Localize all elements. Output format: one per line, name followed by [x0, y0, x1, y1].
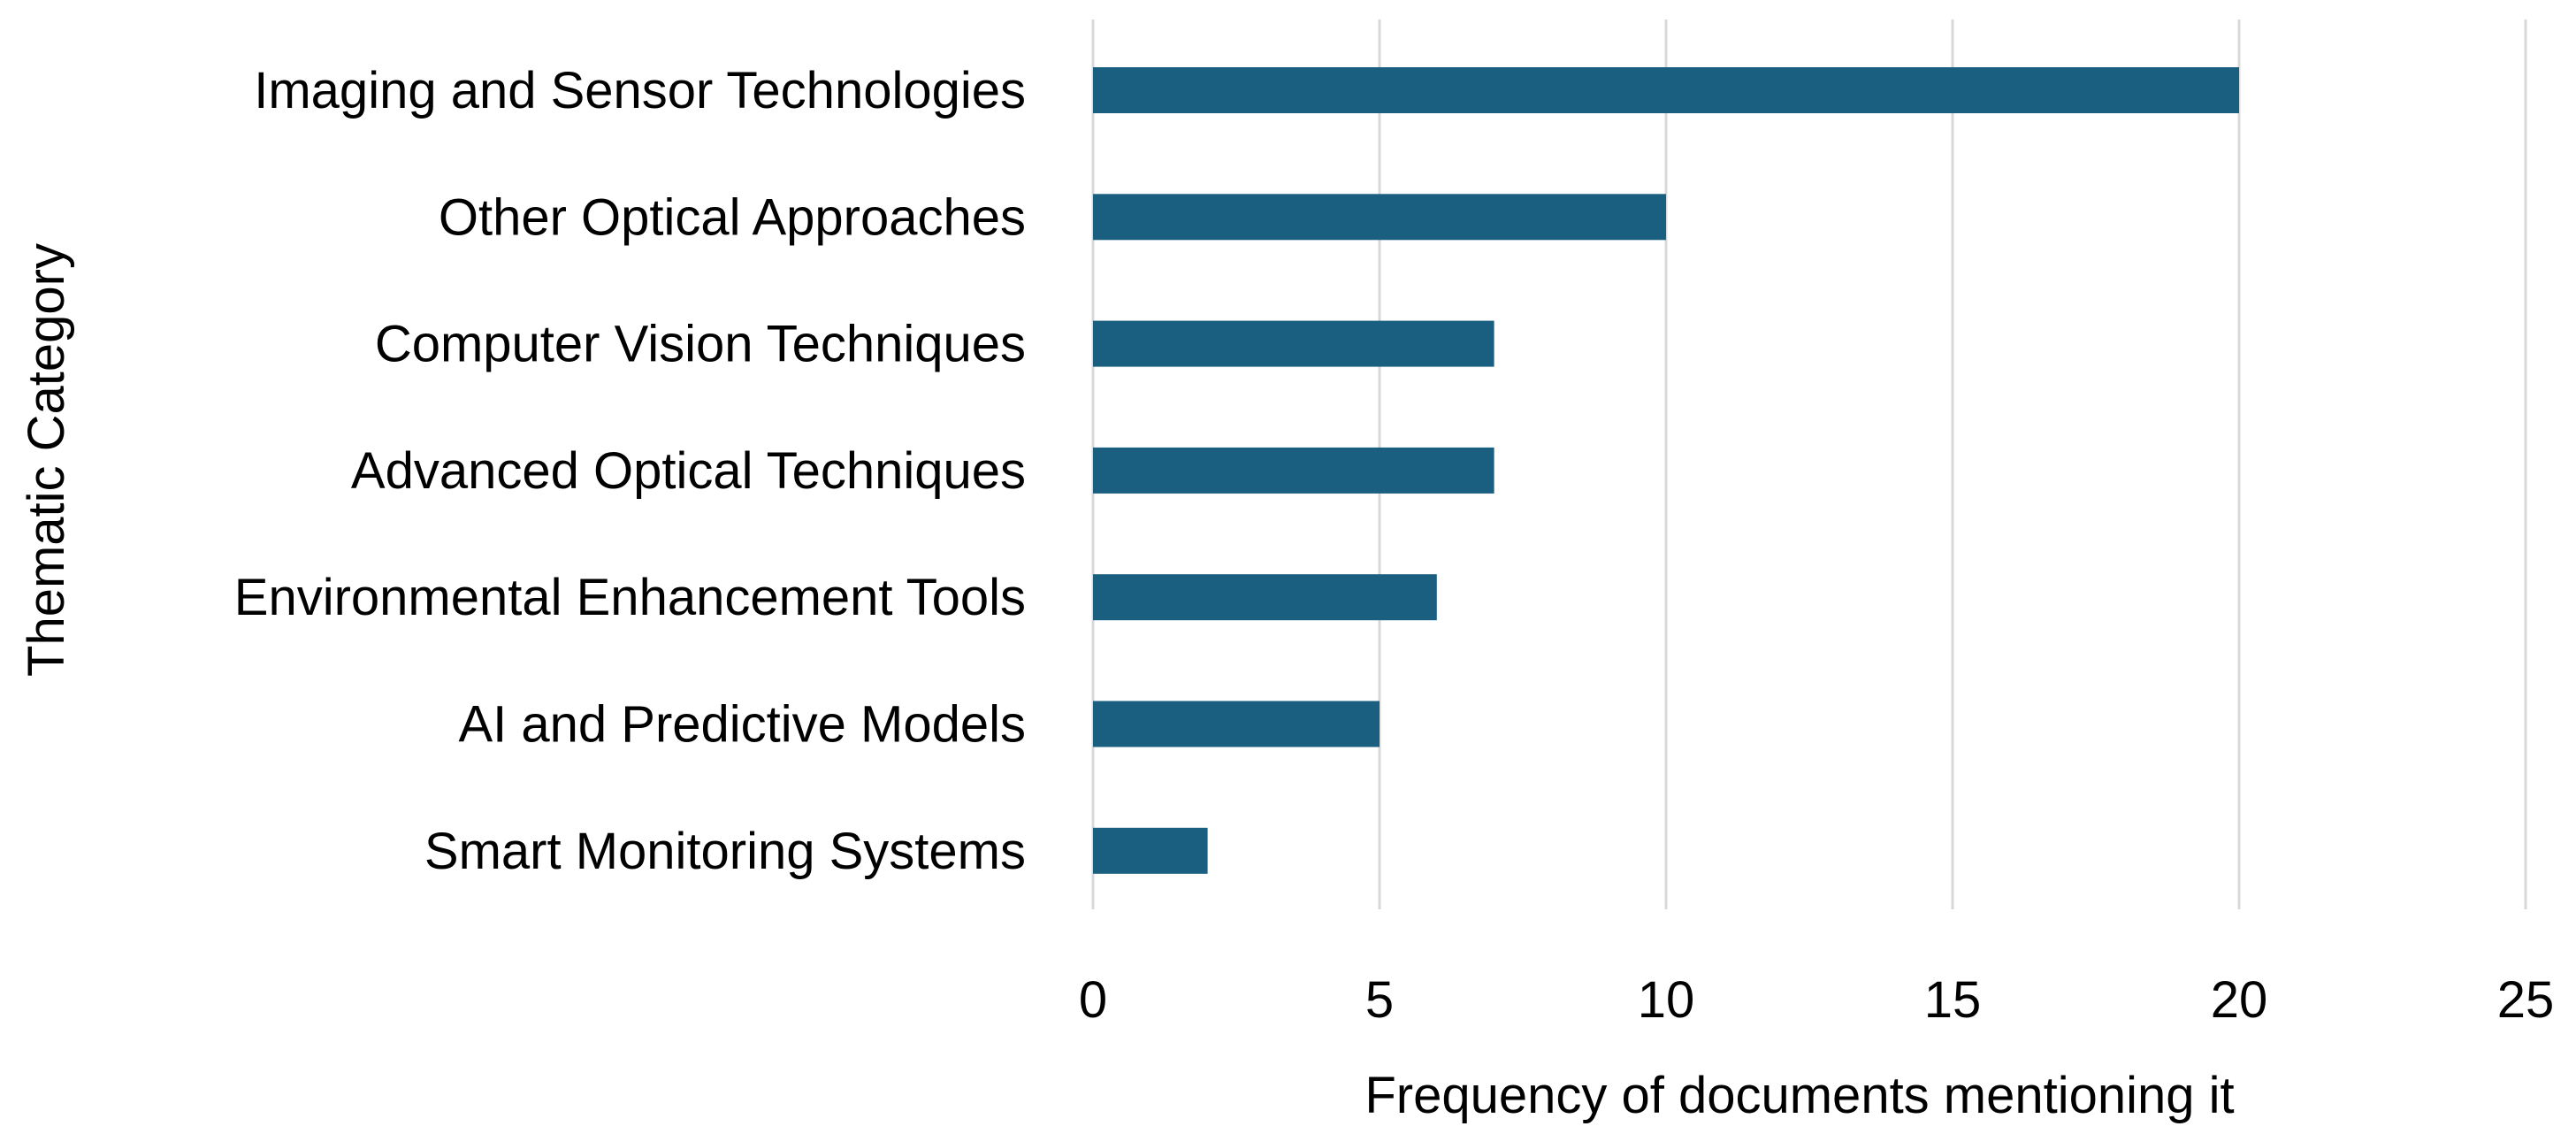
x-tick-label: 20 — [2211, 971, 2268, 1029]
x-axis-title: Frequency of documents mentioning it — [1364, 1067, 2234, 1124]
x-tick-label: 0 — [1079, 971, 1107, 1029]
bar — [1093, 827, 1208, 874]
gridlines — [1091, 19, 2527, 909]
x-tick-label: 15 — [1924, 971, 1982, 1029]
bar — [1093, 701, 1380, 747]
x-tick-label: 5 — [1365, 971, 1394, 1029]
x-tick-label: 10 — [1638, 971, 1695, 1029]
category-label: Computer Vision Techniques — [375, 316, 1026, 373]
category-label: Advanced Optical Techniques — [351, 442, 1026, 500]
x-tick-label: 25 — [2497, 971, 2555, 1029]
bar — [1093, 574, 1437, 621]
y-axis-title: Thematic Category — [18, 243, 75, 677]
bar — [1093, 194, 1666, 241]
category-labels: Imaging and Sensor Technologies Other Opt… — [234, 62, 1026, 880]
bar — [1093, 320, 1494, 367]
category-label: Smart Monitoring Systems — [424, 823, 1026, 880]
category-label: Imaging and Sensor Technologies — [254, 62, 1026, 119]
category-label: AI and Predictive Models — [458, 696, 1026, 754]
bar — [1093, 67, 2239, 113]
category-label: Environmental Enhancement Tools — [234, 569, 1026, 626]
x-tick-labels: 0 5 10 15 20 25 — [1079, 971, 2554, 1029]
bar — [1093, 447, 1494, 494]
bars — [1093, 67, 2239, 874]
category-label: Other Optical Approaches — [439, 188, 1026, 246]
